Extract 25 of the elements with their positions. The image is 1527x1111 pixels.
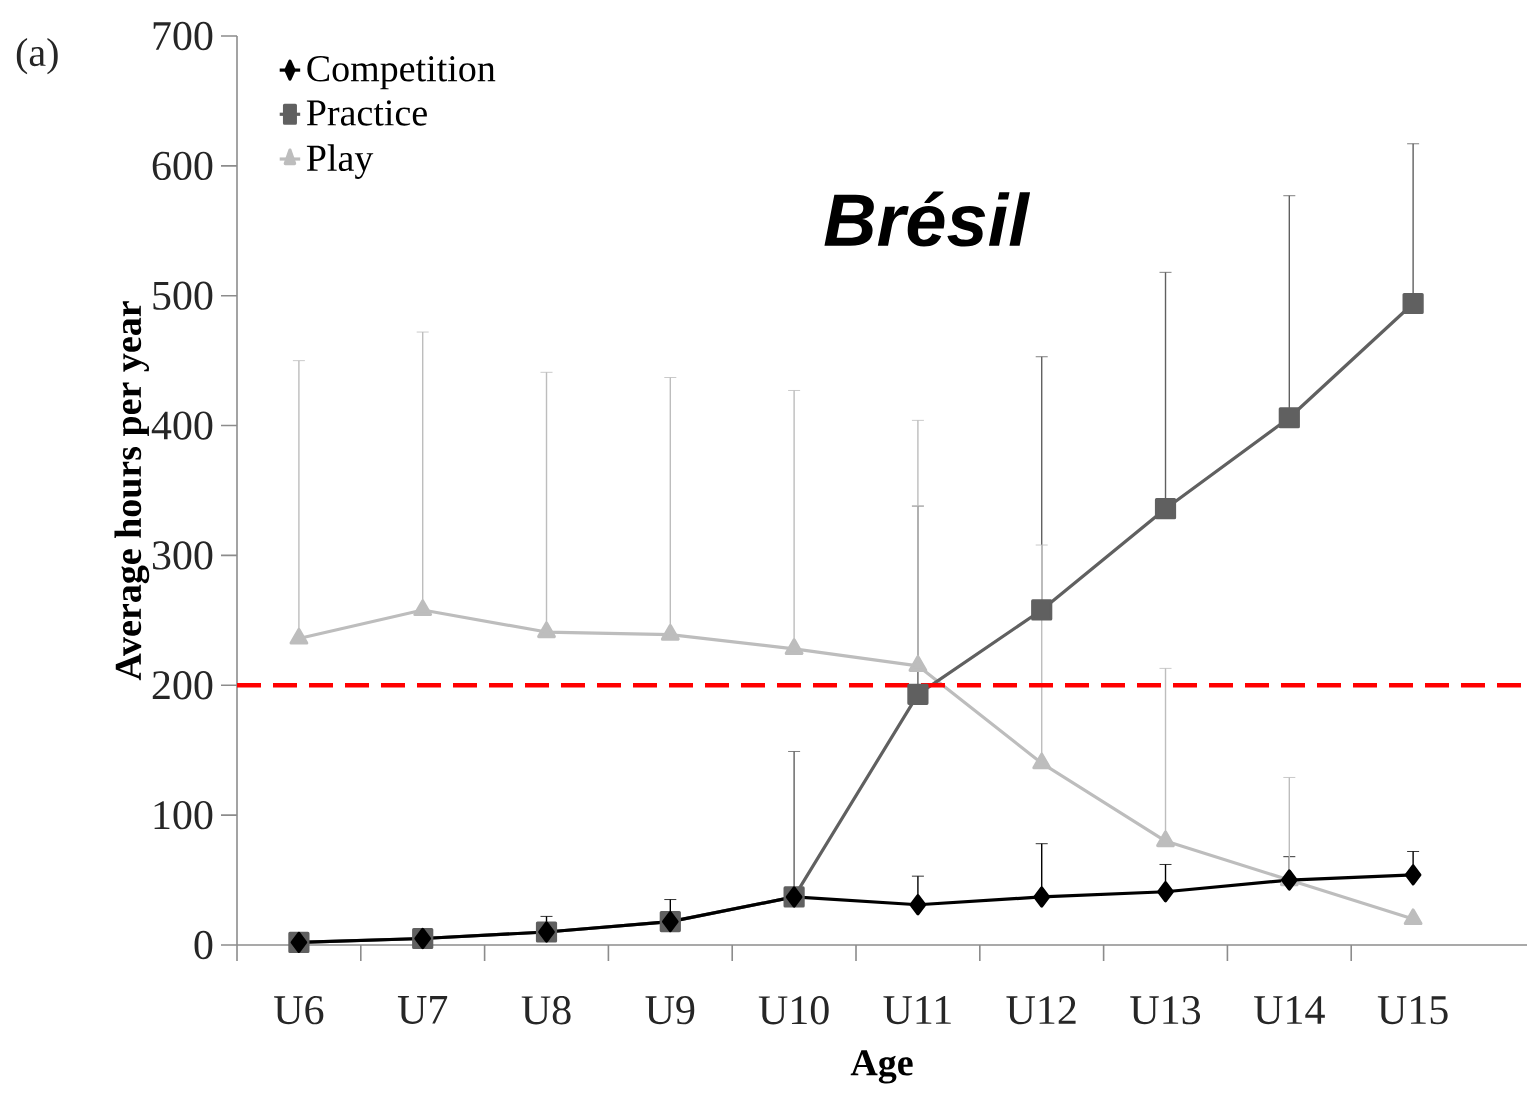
annotation: Brésil <box>824 191 1031 247</box>
x-tick-label: U12 <box>1006 996 1076 1025</box>
x-tick-label: U11 <box>883 996 951 1025</box>
y-tick-label: 700 <box>153 21 213 51</box>
legend-label: Play <box>306 144 374 179</box>
x-axis-title: Age <box>850 1050 913 1084</box>
text: (a) <box>16 38 58 75</box>
y-tick-label: 200 <box>152 671 213 700</box>
y-tick-label: 300 <box>152 541 213 570</box>
x-tick-label: U6 <box>274 996 324 1025</box>
x-tick-label: U10 <box>758 996 829 1025</box>
legend-label: Practice <box>306 100 427 126</box>
y-tick-label: 100 <box>154 800 213 830</box>
x-tick-label: U15 <box>1377 996 1448 1025</box>
x-tick-label: U7 <box>397 996 448 1024</box>
x-tick-label: U13 <box>1130 996 1201 1025</box>
x-tick-label: U14 <box>1254 996 1325 1025</box>
y-tick-label: 600 <box>152 151 213 181</box>
y-tick-label: 500 <box>153 281 213 310</box>
y-axis-title: Average hours per year <box>114 301 150 681</box>
x-tick-label: U8 <box>521 996 571 1025</box>
y-tick-label: 400 <box>151 411 213 440</box>
y-tick-label: 0 <box>194 930 213 960</box>
x-tick-label: U9 <box>645 996 695 1025</box>
legend-label: Competition <box>307 56 496 90</box>
